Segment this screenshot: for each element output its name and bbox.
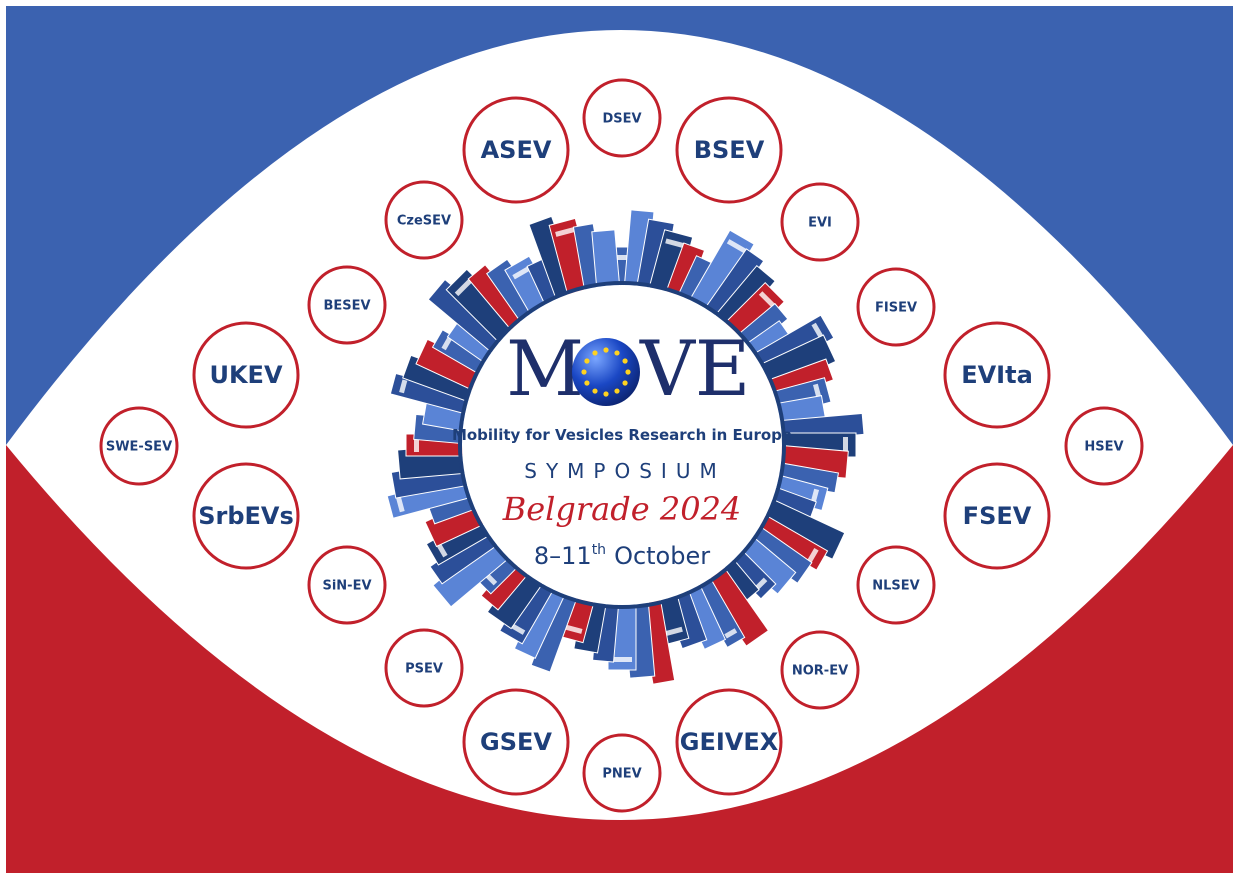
- window-row: [616, 255, 628, 260]
- event: SYMPOSIUM: [524, 459, 725, 483]
- society-label: EVI: [808, 216, 832, 231]
- subtitle: Mobility for Vesicles Research in Europe: [452, 426, 792, 444]
- society-label: CzeSEV: [397, 214, 451, 229]
- date-days: 8–11: [534, 542, 592, 570]
- society-label: ASEV: [481, 136, 552, 164]
- society-label: BESEV: [323, 299, 370, 314]
- logo-right: VE: [639, 324, 750, 413]
- star: [614, 388, 619, 393]
- star: [581, 369, 586, 374]
- society-label: GEIVEX: [680, 728, 779, 756]
- society-label: BSEV: [694, 136, 765, 164]
- date-month: October: [614, 542, 710, 570]
- place: Belgrade 2024: [502, 490, 742, 528]
- star: [603, 391, 608, 396]
- society-label: SWE-SEV: [106, 440, 172, 455]
- society-label: FSEV: [963, 502, 1032, 530]
- star: [603, 347, 608, 352]
- star: [592, 388, 597, 393]
- society-label: NLSEV: [872, 579, 919, 594]
- society-label: NOR-EV: [792, 664, 848, 679]
- society-label: DSEV: [602, 112, 641, 127]
- star: [622, 358, 627, 363]
- star: [622, 380, 627, 385]
- star: [592, 350, 597, 355]
- date: 8–11th October: [534, 542, 710, 570]
- society-label: GSEV: [480, 728, 552, 756]
- society-label: EVIta: [961, 361, 1033, 389]
- society-label: HSEV: [1084, 440, 1123, 455]
- date-suffix: th: [592, 542, 606, 558]
- society-label: PSEV: [405, 662, 443, 677]
- star: [584, 380, 589, 385]
- society-label: PNEV: [602, 767, 641, 782]
- window-row: [612, 657, 632, 662]
- society-label: SrbEVs: [198, 502, 294, 530]
- star: [584, 358, 589, 363]
- society-label: UKEV: [209, 361, 282, 389]
- society-label: FISEV: [875, 301, 917, 316]
- poster: DSEV ASEV BSEV CzeSEV EVI BESEV FISEV UKEV EVIta…: [0, 0, 1239, 879]
- star: [625, 369, 630, 374]
- star: [614, 350, 619, 355]
- society-label: SiN-EV: [322, 579, 371, 594]
